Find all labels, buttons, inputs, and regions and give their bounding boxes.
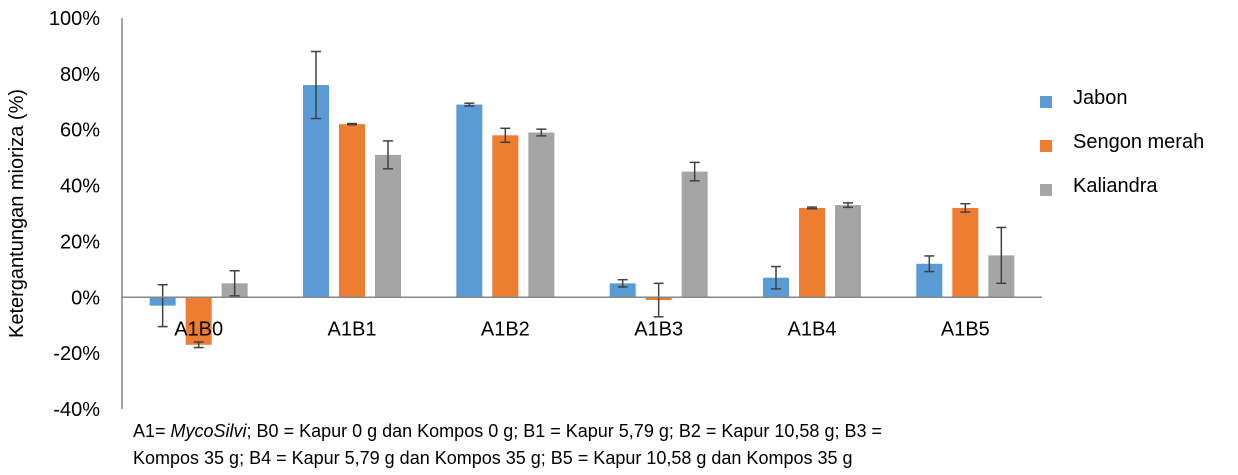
legend-label-kaliandra: Kaliandra [1073,175,1158,197]
x-tick-label: A1B3 [634,318,683,340]
legend-swatch-jabon [1040,96,1052,108]
bar-kaliandra-a1b3 [681,171,708,298]
bar-sengon-merah-a1b1 [339,124,365,298]
legend-swatch-sengon-merah [1040,140,1052,152]
x-tick-label: A1B2 [481,318,530,340]
caption-line-1-rest: ; B0 = Kapur 0 g dan Kompos 0 g; B1 = Ka… [246,421,882,441]
legend-label-jabon: Jabon [1073,87,1128,109]
bar-sengon-merah-a1b4 [799,207,825,298]
y-tick-label: 60% [60,120,100,142]
caption-line-2: Kompos 35 g; B4 = Kapur 5,79 g dan Kompo… [133,448,853,468]
legend-swatch-kaliandra [1040,184,1052,196]
caption-italic-term: MycoSilvi [170,421,247,441]
bar-kaliandra-a1b1 [375,154,401,298]
y-tick-label: 40% [60,176,100,198]
bar-jabon-a1b2 [456,104,483,298]
bar-kaliandra-a1b2 [528,132,555,298]
bar-jabon-a1b3 [609,283,636,298]
y-tick-label: -20% [53,343,100,365]
bar-sengon-merah-a1b0 [185,297,212,345]
y-tick-label: 20% [60,231,100,253]
caption-prefix: A1= [133,421,171,441]
x-tick-label: A1B4 [788,318,837,340]
y-axis-title: Ketergantungan mioriza (%) [6,89,28,338]
caption-line-1: A1= MycoSilvi; B0 = Kapur 0 g dan Kompos… [133,418,882,445]
x-tick-label: A1B1 [328,318,377,340]
bar-sengon-merah-a1b2 [492,135,519,298]
bar-kaliandra-a1b4 [835,205,861,298]
y-tick-label: 0% [71,287,100,309]
y-tick-label: -40% [53,399,100,421]
x-tick-label: A1B0 [174,318,223,340]
y-tick-label: 80% [60,64,100,86]
bar-sengon-merah-a1b5 [952,207,979,298]
legend-label-sengon-merah: Sengon merah [1073,131,1205,153]
y-tick-label: 100% [49,8,100,30]
bar-jabon-a1b1 [303,85,329,298]
x-tick-label: A1B5 [941,318,990,340]
figure-caption: A1= MycoSilvi; B0 = Kapur 0 g dan Kompos… [133,418,882,472]
